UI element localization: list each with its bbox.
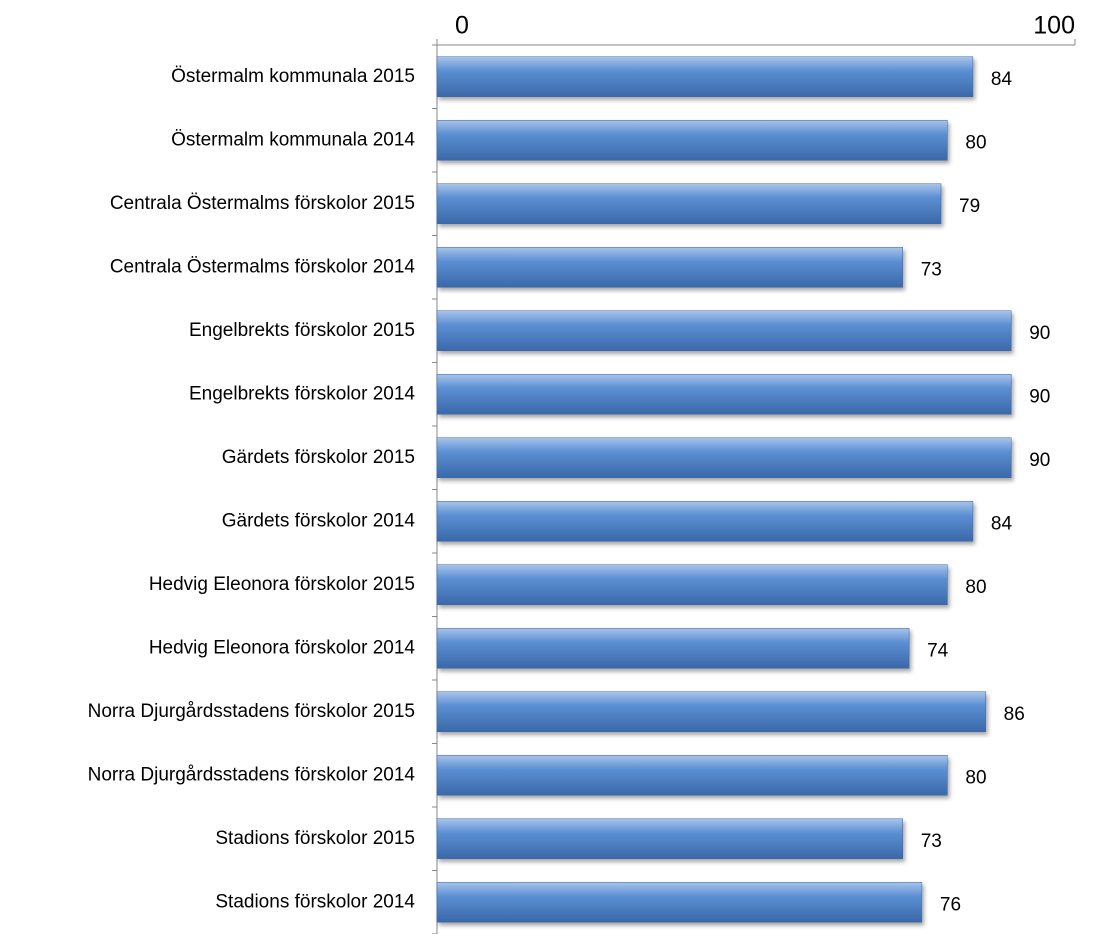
y-tick-label: Norra Djurgårdsstadens förskolor 2015	[88, 701, 415, 722]
bar	[436, 628, 910, 669]
y-tick-label: Östermalm kommunala 2015	[171, 66, 415, 87]
value-label: 90	[1029, 386, 1050, 407]
bar	[436, 56, 974, 97]
value-label: 76	[940, 894, 961, 915]
value-label: 86	[1004, 704, 1025, 725]
bar	[436, 183, 942, 224]
value-label: 90	[1029, 323, 1050, 344]
bar	[436, 882, 923, 923]
value-label: 90	[1029, 450, 1050, 471]
x-tick-label: 100	[1033, 12, 1075, 40]
y-tick-label: Centrala Östermalms förskolor 2015	[110, 193, 415, 214]
y-tick-label: Centrala Östermalms förskolor 2014	[110, 256, 416, 277]
value-label: 80	[965, 132, 986, 153]
y-tick-label: Stadions förskolor 2015	[215, 828, 415, 849]
value-label: 80	[965, 767, 986, 788]
y-tick-label: Stadions förskolor 2014	[215, 891, 415, 912]
value-label: 80	[965, 577, 986, 598]
x-tick-label: 0	[455, 12, 469, 40]
bar	[436, 437, 1012, 478]
value-label: 73	[921, 259, 942, 280]
bar	[436, 374, 1012, 415]
y-tick-label: Hedvig Eleonora förskolor 2015	[149, 574, 415, 595]
value-label: 74	[927, 640, 949, 661]
bar	[436, 501, 974, 542]
value-label: 73	[921, 831, 942, 852]
y-tick-label: Östermalm kommunala 2014	[171, 129, 415, 150]
bar	[436, 247, 903, 288]
y-tick-label: Norra Djurgårdsstadens förskolor 2014	[88, 764, 416, 785]
y-tick-label: Gärdets förskolor 2014	[222, 510, 416, 531]
bar	[436, 120, 948, 161]
value-label: 84	[991, 69, 1013, 90]
y-tick-label: Engelbrekts förskolor 2014	[189, 383, 415, 404]
value-label: 79	[959, 196, 980, 217]
bar	[436, 691, 986, 732]
value-label: 84	[991, 513, 1013, 534]
y-tick-label: Engelbrekts förskolor 2015	[189, 320, 415, 341]
y-tick-label: Gärdets förskolor 2015	[222, 447, 415, 468]
bar	[436, 755, 948, 796]
bar	[436, 818, 903, 859]
bar	[436, 310, 1012, 351]
y-tick-label: Hedvig Eleonora förskolor 2014	[149, 637, 416, 658]
bar	[436, 564, 948, 605]
